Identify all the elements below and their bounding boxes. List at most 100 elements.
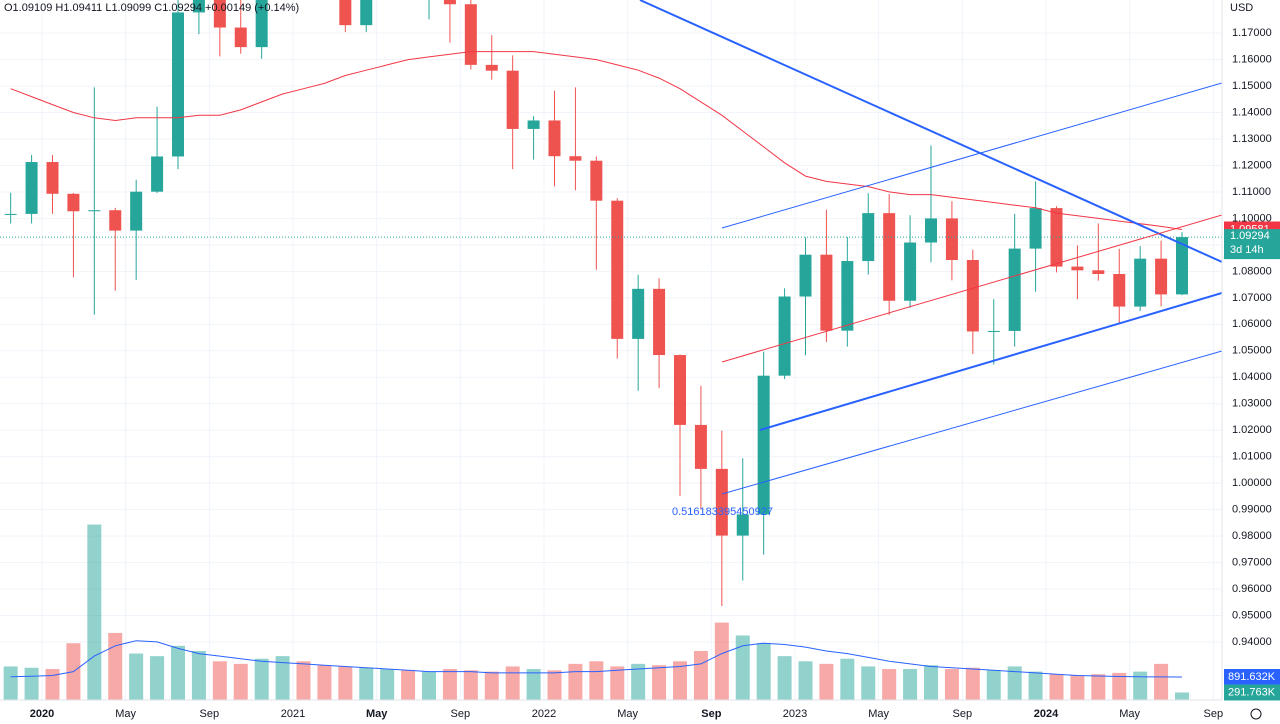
x-tick-label: 2023 xyxy=(783,708,807,720)
volume-ma-box xyxy=(1224,668,1280,685)
candle-body xyxy=(67,193,80,212)
candle-body xyxy=(945,218,958,260)
price-label: 1.09294 xyxy=(1230,230,1270,242)
volume-bar xyxy=(1154,663,1169,700)
candle-body xyxy=(799,254,812,297)
volume-bar xyxy=(359,667,374,700)
x-tick-label: Sep xyxy=(701,708,721,720)
volume-ma-line xyxy=(10,640,1183,678)
volume-bar xyxy=(338,666,353,700)
axes: 0.94000 0.95000 0.96000 0.97000 0.98000 0.990… xyxy=(30,27,1280,720)
candle-body xyxy=(25,162,38,214)
y-tick-label: 0.97000 xyxy=(1232,557,1272,569)
volume-bar xyxy=(965,667,980,700)
volume-bar xyxy=(505,666,520,700)
candle-body xyxy=(611,200,624,339)
trend-line xyxy=(639,0,1222,263)
volume-bar xyxy=(589,661,604,700)
y-tick-label: 1.04000 xyxy=(1232,371,1272,383)
volume-bar xyxy=(275,656,290,700)
candle-body xyxy=(590,160,603,201)
candle-body xyxy=(736,514,749,536)
y-tick-label: 1.06000 xyxy=(1232,318,1272,330)
trend-line xyxy=(759,292,1222,431)
volume-bar xyxy=(1049,674,1064,700)
candle-body xyxy=(966,259,979,332)
x-tick-label: Sep xyxy=(1204,708,1224,720)
y-tick-label: 1.08000 xyxy=(1232,265,1272,277)
volume-bar xyxy=(380,669,395,700)
y-tick-label: 1.17000 xyxy=(1232,27,1272,39)
y-tick-label: 1.01000 xyxy=(1232,451,1272,463)
candle-body xyxy=(820,254,833,331)
price-axis xyxy=(1222,0,1280,724)
volume-bar xyxy=(171,645,185,700)
candle-body xyxy=(4,213,17,215)
volume-bar xyxy=(1070,675,1085,700)
y-tick-label: 0.98000 xyxy=(1232,530,1272,542)
candle-body xyxy=(506,70,519,129)
volume-bar xyxy=(631,663,646,700)
countdown: 3d 14h xyxy=(1230,244,1264,256)
volume-bar xyxy=(861,666,876,700)
settings-icon[interactable] xyxy=(1250,708,1262,720)
volume-bar xyxy=(673,661,687,700)
volume-bar xyxy=(1091,674,1106,700)
volume-bar xyxy=(693,650,708,700)
volume-bar xyxy=(463,670,478,700)
y-tick-label: 1.14000 xyxy=(1232,106,1272,118)
candle-body xyxy=(674,355,686,425)
candle-body xyxy=(360,0,373,26)
volume-bar xyxy=(401,670,416,700)
candle-body xyxy=(443,0,456,5)
volume-bar xyxy=(1007,666,1022,700)
candle-body xyxy=(130,191,143,231)
volume-bar xyxy=(296,661,311,700)
candle-body xyxy=(46,162,59,194)
y-tick-label: 0.99000 xyxy=(1232,504,1272,516)
candle-body xyxy=(485,64,498,71)
candle-body xyxy=(653,288,666,356)
volume-bar xyxy=(422,671,436,700)
candle-body xyxy=(464,4,477,65)
annotation: 0.516183395450927 xyxy=(672,506,773,518)
y-tick-label: 1.13000 xyxy=(1232,133,1272,145)
volume-bar xyxy=(442,669,457,700)
y-tick-label: 1.05000 xyxy=(1232,345,1272,357)
volume-ma-label: 891.632K xyxy=(1228,671,1276,683)
candle-body xyxy=(841,261,854,331)
channel-line xyxy=(721,214,1222,363)
candle-body xyxy=(862,213,875,262)
price-label-box xyxy=(1224,229,1280,260)
ma-line xyxy=(10,51,1183,230)
volume-pane xyxy=(3,524,1189,700)
y-tick-label: 1.15000 xyxy=(1232,80,1272,92)
x-tick-label: 2022 xyxy=(532,708,556,720)
x-tick-label: 2021 xyxy=(281,708,305,720)
volume-bar xyxy=(45,669,60,700)
volume-bar xyxy=(819,663,834,700)
volume-bar xyxy=(3,666,18,700)
volume-bar xyxy=(191,650,206,700)
candle-body xyxy=(1029,208,1042,249)
volume-bar xyxy=(87,524,102,700)
volume-bar xyxy=(652,665,667,700)
volume-bar xyxy=(568,663,583,700)
volume-bar xyxy=(840,658,855,700)
volume-bar xyxy=(610,666,625,700)
y-tick-label: 1.02000 xyxy=(1232,424,1272,436)
candle-body xyxy=(904,242,917,301)
candle-body xyxy=(548,120,561,157)
candle-body xyxy=(632,288,645,339)
candle-body xyxy=(1155,258,1168,295)
y-tick-label: 1.10000 xyxy=(1232,212,1272,224)
volume-bar xyxy=(944,669,959,700)
currency[interactable]: USD xyxy=(1230,2,1253,14)
ohlc-legend: O1.09109 H1.09411 L1.09099 C1.09294 +0.0… xyxy=(4,2,299,14)
candle-body xyxy=(527,120,540,129)
x-tick-label: May xyxy=(115,708,136,720)
candle-body xyxy=(757,375,770,515)
candle-body xyxy=(987,330,1000,332)
x-tick-label: May xyxy=(617,708,638,720)
